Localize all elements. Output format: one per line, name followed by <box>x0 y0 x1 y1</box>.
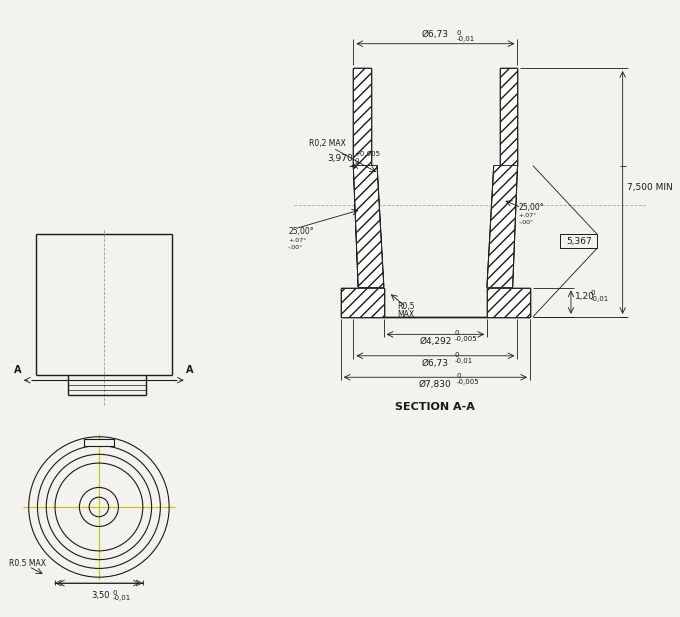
Text: -0,01: -0,01 <box>113 595 131 601</box>
Text: 0: 0 <box>457 30 461 36</box>
Text: 3,50: 3,50 <box>92 591 110 600</box>
Text: 25,00°: 25,00° <box>518 202 544 212</box>
Text: Ø6,73: Ø6,73 <box>422 30 449 39</box>
Text: 0: 0 <box>354 158 359 164</box>
Polygon shape <box>354 165 384 288</box>
Text: -0,005: -0,005 <box>455 336 477 342</box>
Text: MAX: MAX <box>398 310 415 319</box>
Text: 0: 0 <box>113 590 117 596</box>
Polygon shape <box>487 165 517 288</box>
Bar <box>560 234 597 248</box>
Polygon shape <box>500 68 517 165</box>
Polygon shape <box>354 165 384 288</box>
Text: 25,00°: 25,00° <box>288 227 313 236</box>
Text: Ø7,830: Ø7,830 <box>419 380 452 389</box>
Text: -.00°: -.00° <box>288 244 303 249</box>
Polygon shape <box>341 288 384 317</box>
Text: +.07°: +.07° <box>518 213 537 218</box>
Bar <box>84 439 114 445</box>
Text: 0: 0 <box>457 373 461 379</box>
Text: R0,2 MAX: R0,2 MAX <box>309 139 345 148</box>
Polygon shape <box>354 68 371 165</box>
Text: -0,01: -0,01 <box>455 358 473 363</box>
Text: -0,01: -0,01 <box>457 36 475 42</box>
Text: 3,970: 3,970 <box>328 154 354 163</box>
Polygon shape <box>354 68 377 165</box>
Text: R0,5: R0,5 <box>397 302 415 311</box>
Text: -0,005: -0,005 <box>457 379 479 385</box>
Text: +0,005: +0,005 <box>354 151 380 157</box>
Text: SECTION A-A: SECTION A-A <box>396 402 475 412</box>
Text: 7,500 MIN: 7,500 MIN <box>626 183 673 191</box>
Text: 1,20: 1,20 <box>575 292 595 301</box>
Text: A: A <box>186 365 193 375</box>
Polygon shape <box>354 68 371 165</box>
Text: 0: 0 <box>455 352 460 358</box>
Polygon shape <box>487 288 530 317</box>
Polygon shape <box>500 68 517 165</box>
Polygon shape <box>354 165 377 288</box>
Text: 5,367: 5,367 <box>566 237 592 246</box>
Text: Ø6,73: Ø6,73 <box>422 358 449 368</box>
Text: -.00°: -.00° <box>518 220 533 225</box>
Text: A: A <box>14 365 22 375</box>
Text: 0: 0 <box>590 291 595 296</box>
Text: -0,01: -0,01 <box>590 296 609 302</box>
Text: +.07°: +.07° <box>288 238 307 242</box>
Text: R0.5 MAX: R0.5 MAX <box>10 559 46 568</box>
Text: Ø4,292: Ø4,292 <box>419 337 452 346</box>
Text: 0: 0 <box>455 330 460 336</box>
